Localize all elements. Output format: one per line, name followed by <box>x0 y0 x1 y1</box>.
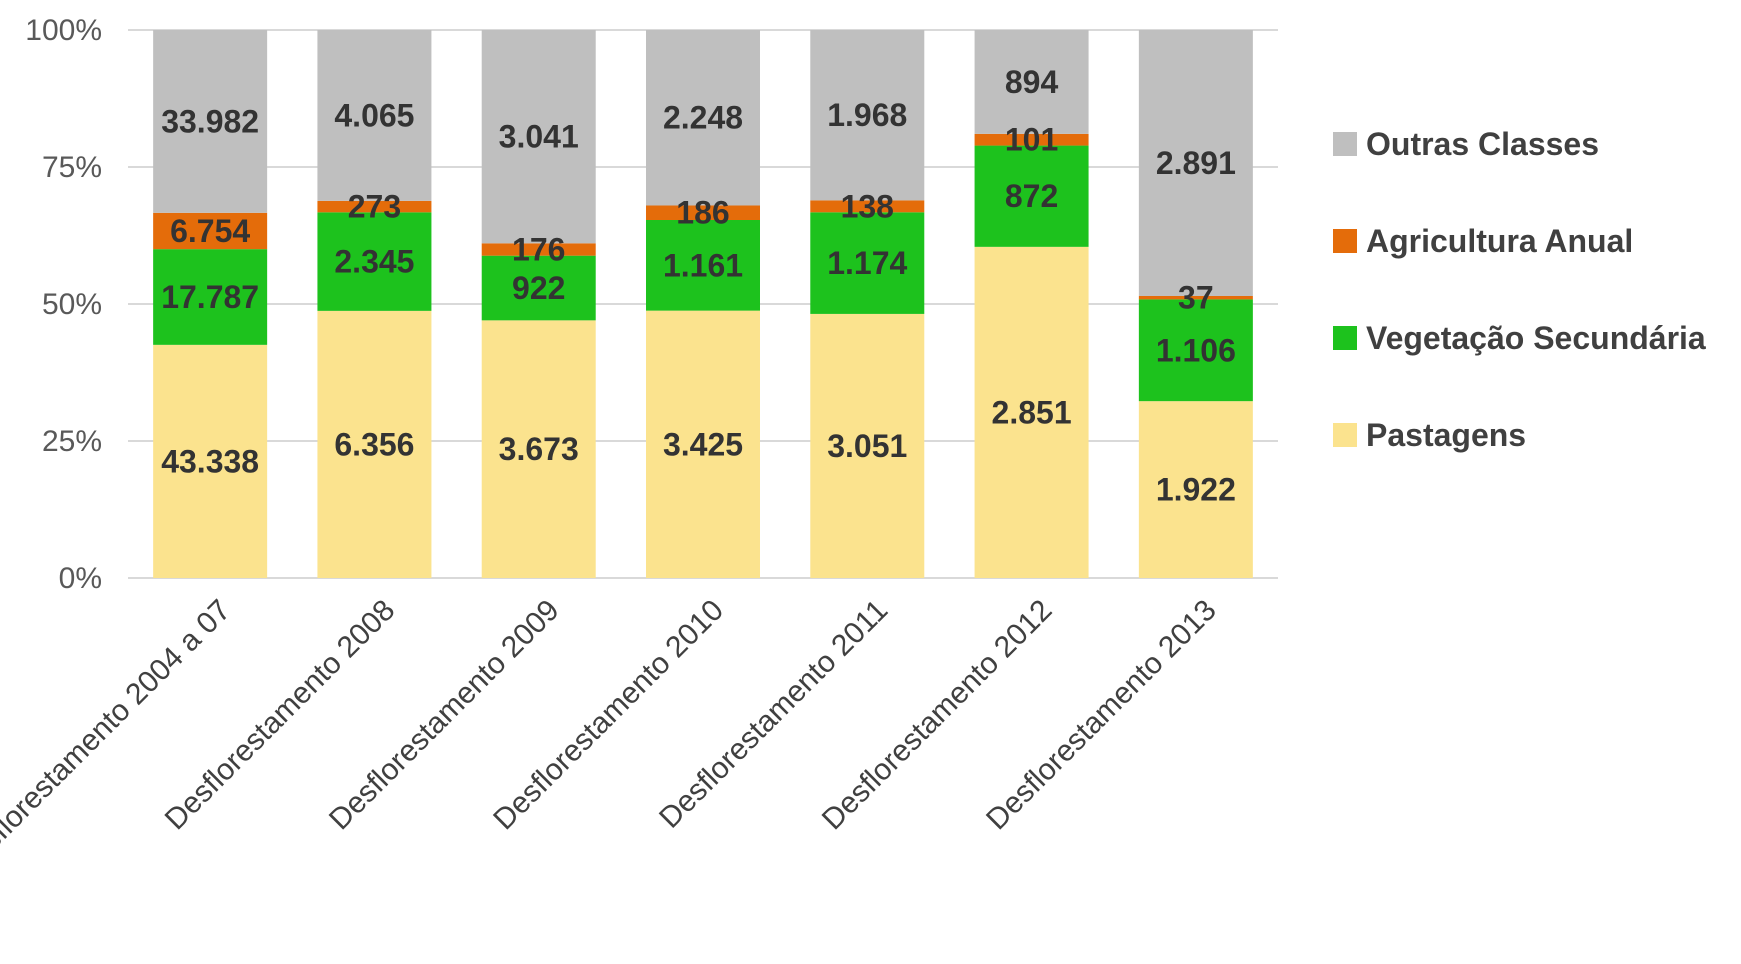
data-label: 922 <box>512 270 565 306</box>
bar-segment-vegetacao-secundaria <box>317 212 432 311</box>
legend-label-vegetacao-secundaria: Vegetação Secundária <box>1366 320 1706 356</box>
bar-segment-pastagens <box>153 344 268 578</box>
bar-segment-vegetacao-secundaria <box>153 249 268 345</box>
data-label: 17.787 <box>161 279 259 315</box>
data-label: 1.106 <box>1156 332 1236 368</box>
bar-segment-agricultura-anual <box>317 200 432 213</box>
bar-segment-pastagens <box>810 313 925 578</box>
data-label: 43.338 <box>161 443 259 479</box>
data-label: 4.065 <box>334 97 414 133</box>
bar-segment-vegetacao-secundaria <box>1138 299 1253 402</box>
data-label: 101 <box>1005 122 1058 158</box>
data-label: 2.851 <box>992 394 1072 430</box>
bar-segment-agricultura-anual <box>810 200 925 213</box>
data-label: 2.345 <box>334 244 414 280</box>
data-label: 186 <box>676 195 729 231</box>
y-tick-label: 75% <box>42 151 102 184</box>
data-label: 1.174 <box>827 245 907 281</box>
bar-segment-vegetacao-secundaria <box>974 145 1089 247</box>
bar-segment-outras-classes <box>153 30 268 213</box>
bar-segment-vegetacao-secundaria <box>646 220 760 311</box>
data-label: 138 <box>841 188 894 224</box>
data-label: 273 <box>348 189 401 225</box>
x-axis: Desflorestamento 2004 a 07Desflorestamen… <box>0 594 1223 884</box>
legend-swatch-outras-classes <box>1333 132 1357 156</box>
bar-segment-agricultura-anual <box>646 205 760 221</box>
bars <box>153 30 1253 578</box>
data-label: 1.922 <box>1156 472 1236 508</box>
bar-segment-outras-classes <box>481 30 596 244</box>
bar-segment-outras-classes <box>974 30 1089 134</box>
bar-segment-pastagens <box>317 310 432 578</box>
bar-segment-outras-classes <box>646 30 760 206</box>
bar-segment-agricultura-anual <box>481 243 596 256</box>
data-label: 3.673 <box>499 431 579 467</box>
data-label: 3.425 <box>663 426 743 462</box>
data-label: 1.968 <box>827 97 907 133</box>
bar-segment-pastagens <box>1138 401 1253 578</box>
legend-label-pastagens: Pastagens <box>1366 417 1526 453</box>
data-label: 6.356 <box>334 426 414 462</box>
bar-segment-pastagens <box>646 310 760 578</box>
legend-label-outras-classes: Outras Classes <box>1366 126 1599 162</box>
y-tick-label: 50% <box>42 288 102 321</box>
legend: Outras Classes Agricultura Anual Vegetação… <box>1333 126 1706 453</box>
legend-swatch-pastagens <box>1333 423 1357 447</box>
data-labels: 43.338 17.787 6.754 33.982 6.356 2.345 273 4.06… <box>161 64 1236 508</box>
data-label: 894 <box>1005 64 1059 100</box>
data-label: 37 <box>1178 280 1214 316</box>
data-label: 176 <box>512 231 565 267</box>
data-label: 6.754 <box>170 213 250 249</box>
legend-swatch-vegetacao-secundaria <box>1333 326 1357 350</box>
data-label: 33.982 <box>161 103 259 139</box>
bar-segment-pastagens <box>974 246 1089 578</box>
bar-segment-pastagens <box>481 320 596 578</box>
data-label: 872 <box>1005 178 1058 214</box>
legend-label-agricultura-anual: Agricultura Anual <box>1366 223 1633 259</box>
y-axis: 0% 25% 50% 75% 100% <box>25 14 102 595</box>
bar-segment-outras-classes <box>810 30 925 201</box>
bar-segment-vegetacao-secundaria <box>810 212 925 314</box>
bar-segment-agricultura-anual <box>153 212 268 250</box>
bar-segment-agricultura-anual <box>1138 295 1253 300</box>
bar-segment-vegetacao-secundaria <box>481 255 596 321</box>
data-label: 2.248 <box>663 100 743 136</box>
y-tick-label: 0% <box>59 562 102 595</box>
bar-segment-agricultura-anual <box>974 133 1089 146</box>
y-tick-label: 100% <box>25 14 102 47</box>
bar-segment-outras-classes <box>317 30 432 201</box>
x-tick-label: Desflorestamento 2004 a 07 <box>0 594 237 884</box>
data-label: 3.051 <box>827 428 907 464</box>
data-label: 1.161 <box>663 247 743 283</box>
data-label: 2.891 <box>1156 145 1236 181</box>
data-label: 3.041 <box>499 119 579 155</box>
legend-swatch-agricultura-anual <box>1333 229 1357 253</box>
bar-segment-outras-classes <box>1138 30 1253 296</box>
y-tick-label: 25% <box>42 425 102 458</box>
